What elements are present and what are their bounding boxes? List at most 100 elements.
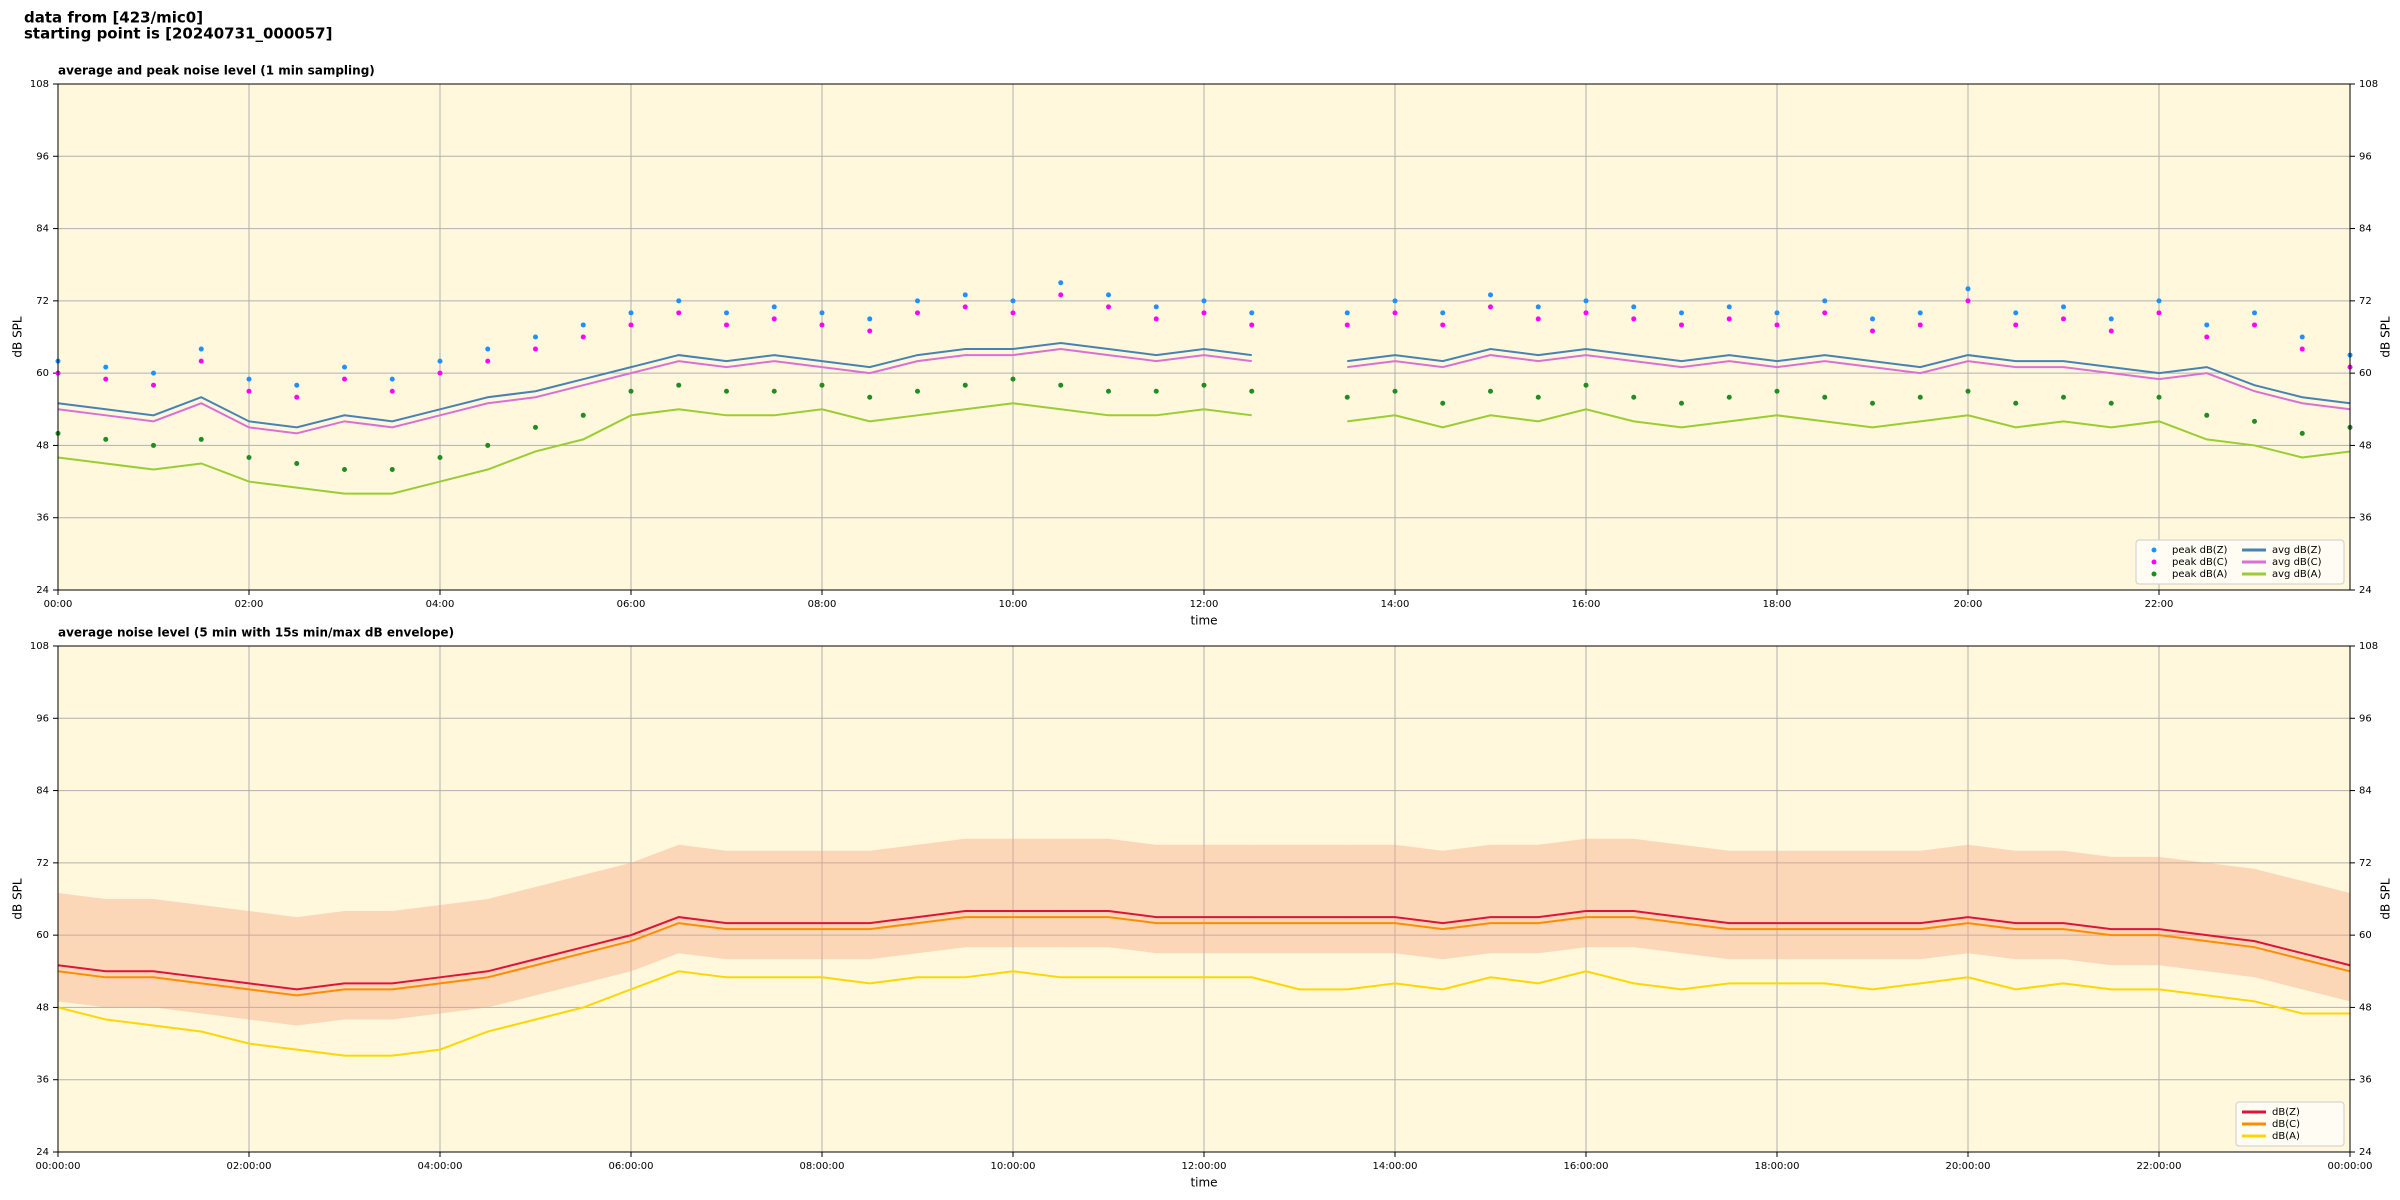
series-line (57, 402, 2351, 495)
y-tick-label: 60 (2359, 368, 2372, 379)
peak-point (819, 322, 825, 328)
peak-point (2156, 298, 2162, 304)
envelope-band (822, 850, 870, 960)
x-tick-label: 20:00:00 (1946, 1161, 1991, 1172)
y-tick-label: 24 (2359, 1147, 2372, 1158)
peak-point (1535, 304, 1541, 310)
envelope-band (1442, 844, 1491, 960)
peak-point (294, 382, 300, 388)
peak-point (1201, 310, 1207, 316)
peak-point (1726, 316, 1732, 322)
y-tick-label: 96 (2359, 713, 2372, 724)
peak-point (1010, 376, 1016, 382)
envelope-band (774, 850, 822, 960)
envelope-band (105, 899, 154, 1008)
y-axis-label: dB SPL (2379, 878, 2393, 920)
x-tick-label: 02:00 (235, 599, 264, 610)
peak-point (580, 322, 586, 328)
x-tick-label: 06:00:00 (609, 1161, 654, 1172)
peak-point (867, 328, 873, 334)
peak-point (724, 388, 729, 394)
peak-point (1870, 400, 1875, 406)
y-tick-label: 72 (36, 296, 49, 307)
y-tick-label: 96 (36, 713, 49, 724)
peak-point (1201, 298, 1207, 304)
peak-point (1153, 316, 1159, 322)
peak-point (246, 376, 252, 382)
envelope-band (392, 905, 440, 1020)
envelope-band (1729, 850, 1777, 960)
legend-label: dB(C) (2272, 1119, 2300, 1130)
peak-point (1679, 310, 1684, 316)
peak-point (724, 322, 729, 328)
peak-point (2156, 310, 2162, 316)
y-tick-label: 84 (36, 224, 49, 235)
peak-point (533, 424, 538, 430)
legend-label: peak dB(A) (2172, 569, 2228, 580)
envelope-band (1156, 844, 1204, 954)
peak-point (1488, 388, 1493, 394)
x-tick-label: 00:00:00 (2328, 1161, 2373, 1172)
envelope-band (2159, 856, 2207, 972)
peak-point (1726, 394, 1732, 400)
chart-title: average and peak noise level (1 min samp… (58, 64, 375, 78)
peak-point (1774, 322, 1780, 328)
legend-label: dB(Z) (2272, 1107, 2300, 1118)
peak-point (1774, 388, 1780, 394)
peak-point (867, 316, 873, 322)
y-tick-label: 36 (2359, 1075, 2372, 1086)
envelope-band (535, 874, 584, 996)
peak-point (2108, 328, 2114, 334)
envelope-band (631, 844, 679, 972)
envelope-band (1204, 844, 1252, 954)
peak-point (1965, 286, 1971, 292)
peak-point (2204, 412, 2210, 418)
peak-point (1153, 304, 1159, 310)
envelope-band (1538, 838, 1586, 954)
peak-point (198, 358, 204, 364)
peak-point (1535, 394, 1541, 400)
peak-point (2013, 322, 2019, 328)
peak-point (676, 298, 682, 304)
peak-point (1058, 280, 1064, 286)
envelope-band (869, 844, 918, 960)
x-tick-label: 00:00 (44, 599, 73, 610)
envelope-band (1586, 838, 1634, 948)
peak-point (2156, 394, 2162, 400)
envelope-band (1824, 850, 1873, 960)
series-line (57, 910, 2351, 991)
peak-point (2252, 322, 2257, 328)
y-tick-label: 96 (36, 151, 49, 162)
peak-point (724, 310, 729, 316)
y-tick-label: 48 (2359, 440, 2372, 451)
peak-point (962, 382, 968, 388)
peak-point (962, 292, 968, 298)
y-tick-label: 48 (2359, 1002, 2372, 1013)
x-tick-label: 16:00 (1572, 599, 1601, 610)
peak-point (2108, 316, 2114, 322)
y-tick-label: 60 (2359, 930, 2372, 941)
envelope-band (344, 911, 393, 1020)
peak-point (1488, 292, 1493, 298)
peak-point (437, 454, 443, 460)
peak-point (1822, 394, 1828, 400)
envelope-band (2063, 850, 2112, 966)
x-tick-label: 10:00:00 (991, 1161, 1036, 1172)
peak-point (485, 346, 491, 352)
peak-point (2252, 310, 2257, 316)
peak-point (1917, 322, 1923, 328)
envelope-band (965, 838, 1013, 948)
legend-label: avg dB(A) (2272, 569, 2322, 580)
peak-point (103, 364, 109, 370)
y-tick-label: 24 (2359, 585, 2372, 596)
envelope-band (2302, 880, 2350, 1002)
peak-point (1917, 310, 1923, 316)
y-tick-label: 60 (36, 368, 49, 379)
peak-point (1679, 322, 1684, 328)
legend-marker (2151, 559, 2157, 565)
peak-point (294, 394, 300, 400)
y-tick-label: 84 (2359, 786, 2372, 797)
peak-point (1153, 388, 1159, 394)
peak-point (1488, 304, 1493, 310)
peak-point (533, 334, 538, 340)
